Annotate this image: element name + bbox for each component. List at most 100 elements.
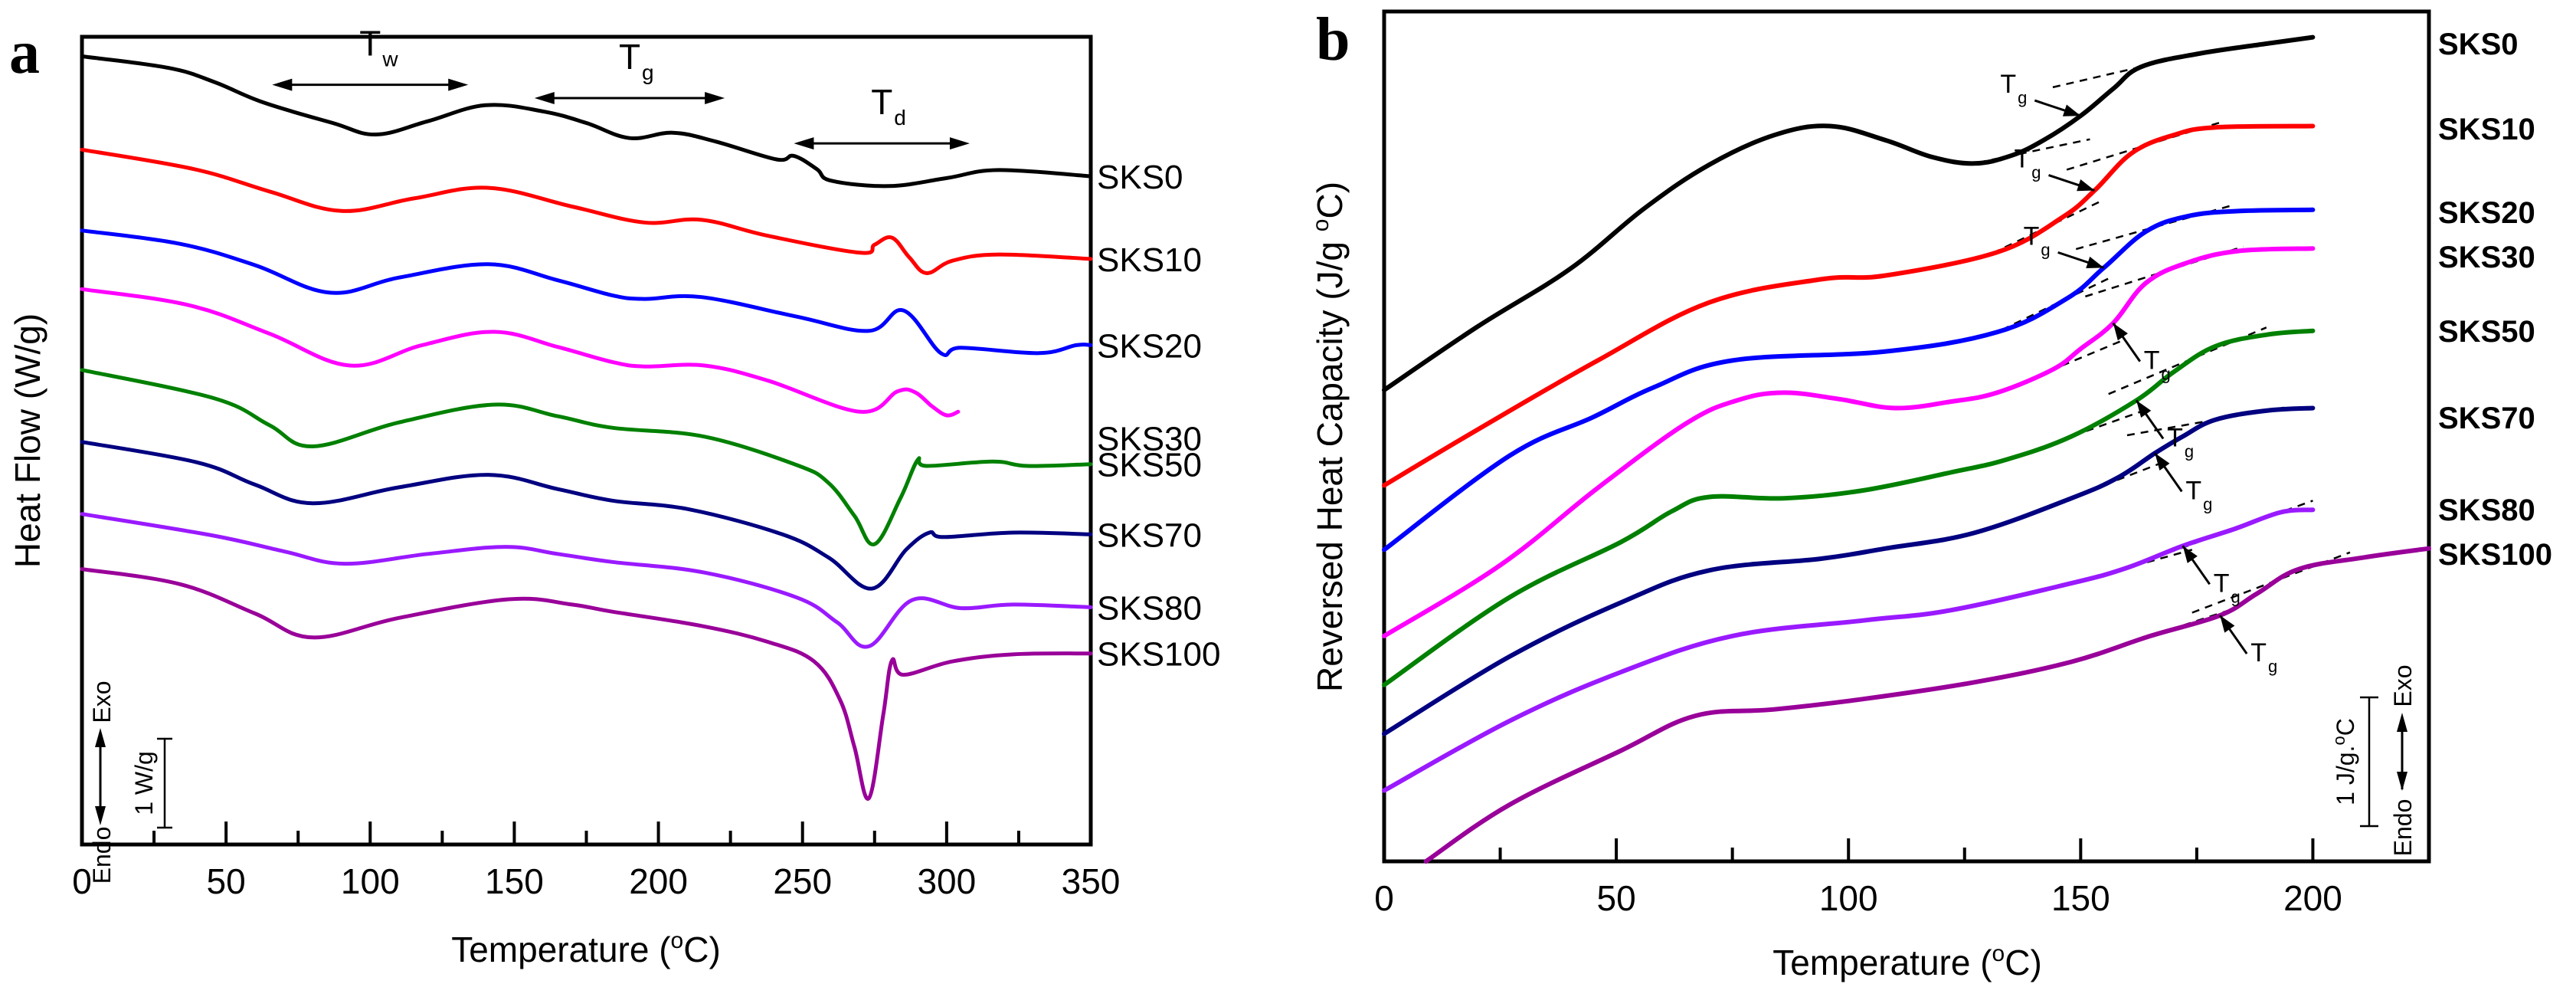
series-label-sks20: SKS20	[1097, 327, 1202, 365]
arrow-left-icon	[794, 137, 814, 150]
x-axis-a-tick-label: 300	[917, 861, 976, 901]
series-line-sks80	[1382, 507, 2316, 793]
series-label-sks10: SKS10	[2438, 113, 2535, 146]
series-label-sks30: SKS30	[1097, 420, 1202, 458]
endo-exo-indicator-a: Exo Endo	[88, 681, 116, 884]
series-label-sks100: SKS100	[2438, 538, 2552, 572]
series-line-sks20	[1382, 207, 2316, 553]
x-axis-b-tick-label: 200	[2283, 878, 2342, 918]
plot-b-frame	[1382, 9, 2431, 864]
tg-label-sks50: Tg	[2167, 423, 2194, 461]
x-axis-a-tick-label: 200	[629, 861, 688, 901]
series-line-sks0	[1382, 34, 2316, 392]
arrow-head-icon	[2062, 104, 2081, 116]
arrow-right-icon	[448, 78, 469, 91]
y-axis-b-title: Reversed Heat Capacity (J/g oC)	[1308, 182, 1350, 692]
series-a-lines	[80, 54, 1093, 801]
x-axis-b-tick-label: 0	[1374, 878, 1394, 918]
series-line-sks80	[80, 512, 1093, 649]
panel-b-chart: 0 50 100 150 200 Temperature (oC) Reversed H…	[1308, 9, 2552, 982]
arrow-up-icon	[2397, 713, 2407, 732]
arrow-down-icon	[2397, 772, 2407, 791]
arrow-head-icon	[2077, 179, 2095, 192]
arrow-right-icon	[705, 92, 725, 105]
series-line-sks30	[1382, 246, 2316, 638]
x-axis-a-tick-labels: 0 50 100 150 200 250 300 350	[72, 861, 1120, 901]
series-b-lines	[1382, 34, 2431, 864]
x-axis-a-tick-label: 0	[72, 861, 92, 901]
endo-exo-indicator-b: Exo Endo	[2389, 664, 2417, 856]
series-line-sks50	[80, 368, 1093, 546]
range-label-tg: Tg	[619, 37, 654, 84]
x-axis-a-tick-label: 350	[1062, 861, 1121, 901]
series-line-sks70	[1382, 405, 2316, 736]
endo-label-a: Endo	[88, 827, 116, 884]
arrow-head-icon	[2182, 546, 2198, 563]
x-axis-a-tick-label: 100	[341, 861, 400, 901]
series-label-sks30: SKS30	[2438, 241, 2535, 274]
exo-label-a: Exo	[88, 681, 116, 723]
series-b-labels: SKS0 SKS10 SKS20 SKS30 SKS50 SKS70 SKS80 SKS100	[2438, 28, 2552, 572]
series-label-sks100: SKS100	[1097, 636, 1220, 674]
panel-b-label: b	[1316, 6, 1350, 74]
range-label-td: Td	[871, 82, 906, 130]
scale-bar-b-label: 1 J/g.oC	[2329, 718, 2359, 805]
series-label-sks50: SKS50	[1097, 447, 1202, 484]
series-line-sks30	[80, 287, 961, 418]
x-axis-a-tick-label: 150	[485, 861, 544, 901]
arrow-left-icon	[534, 92, 555, 105]
series-line-sks100	[1423, 546, 2431, 864]
series-label-sks0: SKS0	[2438, 28, 2519, 61]
series-label-sks80: SKS80	[2438, 494, 2535, 527]
arrow-left-icon	[272, 78, 293, 91]
y-axis-a-title: Heat Flow (W/g)	[8, 313, 47, 568]
series-label-sks10: SKS10	[1097, 241, 1202, 279]
x-axis-a-tick-label: 50	[207, 861, 246, 901]
series-label-sks50: SKS50	[2438, 315, 2535, 349]
panel-a-label: a	[9, 19, 40, 87]
x-axis-a-ticks	[152, 822, 1020, 844]
tg-label-sks100: Tg	[2250, 638, 2277, 676]
x-axis-b-tick-labels: 0 50 100 150 200	[1374, 878, 2342, 918]
series-line-sks100	[80, 567, 1093, 801]
series-line-sks10	[80, 147, 1093, 275]
scale-bar-a-label: 1 W/g	[130, 751, 158, 815]
tg-label-sks0: Tg	[2000, 70, 2027, 107]
series-label-sks70: SKS70	[2438, 402, 2535, 435]
series-label-sks20: SKS20	[2438, 196, 2535, 230]
arrow-head-icon	[2155, 453, 2170, 471]
tg-label-sks70: Tg	[2185, 476, 2212, 513]
x-axis-b-title: Temperature (oC)	[1772, 941, 2042, 982]
series-label-sks80: SKS80	[1097, 589, 1202, 627]
series-line-sks0	[80, 54, 1093, 189]
endo-label-b: Endo	[2389, 799, 2417, 857]
scale-bar-a: 1 W/g	[130, 737, 172, 829]
panel-a-chart: 0 50 100 150 200 250 300 350 Temperature (oC) H…	[8, 24, 1220, 969]
exo-label-b: Exo	[2389, 664, 2417, 707]
x-axis-b-tick-label: 150	[2051, 878, 2110, 918]
arrow-head-icon	[2113, 323, 2128, 341]
series-line-sks10	[1382, 123, 2316, 488]
scale-bar-b: 1 J/g.oC	[2329, 696, 2378, 828]
arrow-head-icon	[2220, 615, 2235, 633]
series-line-sks50	[1382, 328, 2316, 687]
range-label-tw: Tw	[359, 24, 398, 71]
arrow-head-icon	[2136, 400, 2152, 418]
x-axis-b-ticks	[1498, 838, 2315, 861]
arrow-head-icon	[2086, 256, 2104, 269]
series-line-sks20	[80, 228, 1093, 357]
series-label-sks70: SKS70	[1097, 517, 1202, 554]
x-axis-b-tick-label: 50	[1597, 878, 1636, 918]
x-axis-a-tick-label: 250	[773, 861, 832, 901]
arrow-down-icon	[95, 806, 106, 825]
series-label-sks0: SKS0	[1097, 159, 1183, 196]
tg-label-sks80: Tg	[2214, 569, 2240, 606]
series-line-sks70	[80, 440, 1093, 591]
arrow-right-icon	[949, 137, 970, 150]
range-annotations: Tw Tg Td	[272, 24, 970, 150]
x-axis-a-title: Temperature (oC)	[451, 928, 721, 969]
x-axis-b-tick-label: 100	[1819, 878, 1878, 918]
arrow-up-icon	[95, 728, 106, 747]
